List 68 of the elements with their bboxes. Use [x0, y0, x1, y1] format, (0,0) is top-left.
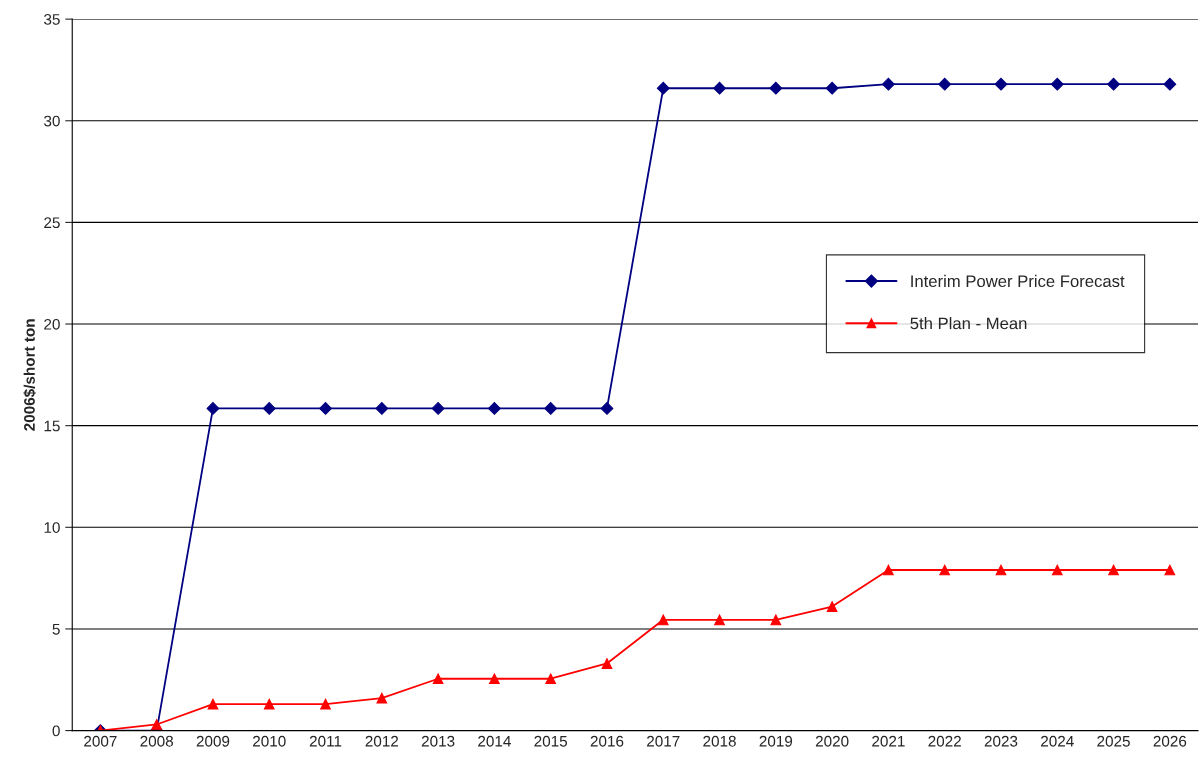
point: [714, 614, 725, 626]
point: [263, 698, 275, 710]
y-tick-label: 15: [44, 420, 60, 432]
x-tick-label: 2026: [1153, 735, 1187, 747]
point: [207, 698, 219, 710]
x-tick-label: 2018: [703, 735, 736, 747]
point: [1164, 564, 1176, 576]
point: [432, 673, 444, 685]
y-tick-label: 30: [44, 115, 60, 127]
x-tick-label: 2016: [590, 735, 624, 747]
point: [376, 692, 388, 704]
point: [1051, 564, 1063, 576]
x-tick-label: 2014: [478, 735, 511, 747]
point: [994, 77, 1008, 91]
point: [713, 81, 726, 95]
point: [319, 401, 332, 415]
point: [1163, 77, 1177, 91]
x-tick-label: 2024: [1041, 735, 1074, 747]
y-tick-label: 10: [44, 522, 60, 533]
x-tick-label: 2025: [1097, 735, 1130, 747]
y-tick-label: 20: [44, 318, 60, 330]
point: [320, 698, 331, 710]
point: [883, 564, 894, 576]
point: [939, 564, 951, 576]
x-tick-label: 2022: [928, 735, 961, 747]
point: [770, 614, 782, 626]
y-tick-label: 25: [44, 217, 60, 229]
x-tick-label: 2017: [647, 735, 680, 747]
point: [826, 601, 838, 612]
point: [657, 614, 669, 626]
x-tick-label: 2020: [815, 735, 849, 747]
legend-label: Interim Power Price Forecast: [911, 274, 1125, 288]
x-tick-label: 2009: [196, 735, 230, 747]
point: [881, 77, 895, 91]
x-tick-label: 2015: [534, 735, 568, 747]
y-tick-label: 35: [44, 13, 60, 25]
point: [545, 673, 557, 685]
x-tick-label: 2012: [365, 735, 399, 747]
y-axis-title: 2006$/short ton: [23, 319, 36, 431]
legend-label: 5th Plan - Mean: [910, 317, 1027, 330]
x-tick-label: 2007: [84, 735, 117, 747]
point: [487, 401, 501, 415]
point: [769, 81, 783, 95]
point: [938, 77, 952, 91]
x-tick-label: 2019: [759, 735, 793, 747]
x-tick-label: 2013: [421, 735, 455, 747]
point: [375, 401, 389, 415]
point: [1107, 77, 1120, 91]
point: [995, 564, 1007, 576]
x-tick-label: 2010: [253, 735, 286, 747]
point: [206, 401, 220, 415]
x-tick-label: 2011: [309, 735, 342, 747]
x-tick-label: 2021: [872, 735, 905, 747]
point: [1050, 77, 1064, 91]
point: [656, 81, 670, 95]
point: [825, 81, 839, 95]
point: [544, 401, 558, 415]
y-tick-label: 5: [52, 623, 60, 635]
x-tick-label: 2008: [140, 735, 173, 747]
point: [151, 719, 163, 730]
point: [600, 401, 614, 415]
point: [431, 401, 445, 415]
point: [601, 658, 613, 669]
point: [1108, 564, 1119, 576]
x-tick-label: 2023: [984, 735, 1018, 747]
y-tick-label: 0: [52, 725, 60, 737]
point: [489, 673, 500, 685]
point: [262, 401, 276, 415]
